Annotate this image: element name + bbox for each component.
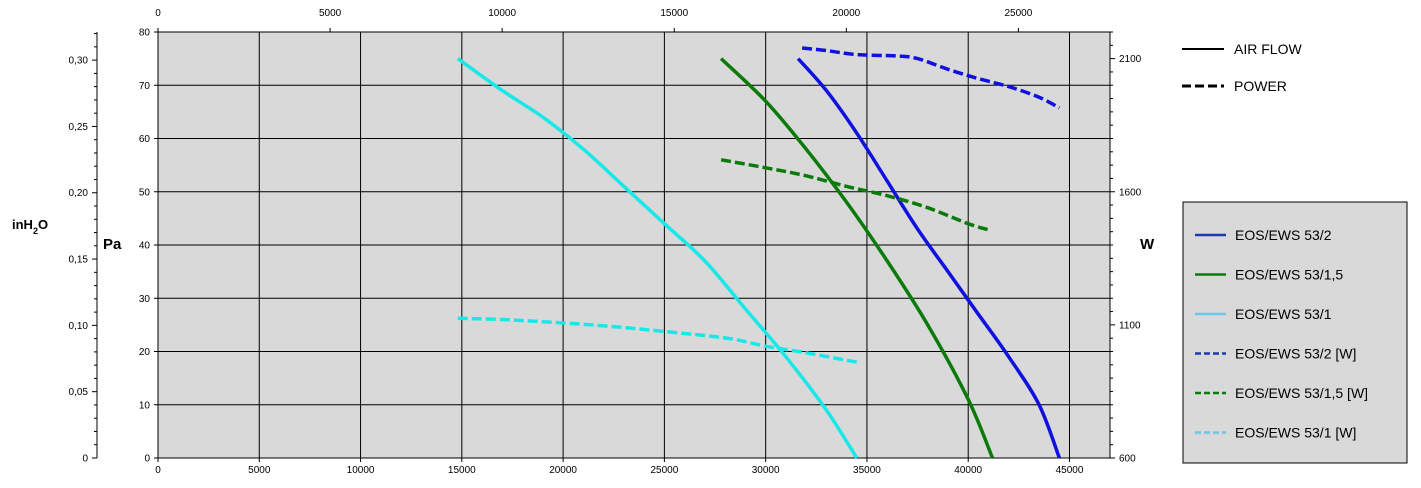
series-legend-label: EOS/EWS 53/2 [1235, 227, 1332, 243]
series-line-2 [719, 57, 995, 459]
x-bottom-tick-label: 10000 [347, 465, 375, 476]
series-legend-label: EOS/EWS 53/1,5 [W] [1235, 385, 1368, 401]
y-pa-tick-label: 80 [139, 28, 151, 39]
x-bottom-tick-label: 35000 [853, 465, 881, 476]
series-line-5 [720, 158, 992, 233]
y-axis-pa-label: Pa [103, 236, 122, 253]
y-inh2o-tick-label: 0 [82, 454, 88, 465]
plot-area [157, 31, 1111, 459]
style-legend: AIR FLOW POWER [1182, 41, 1302, 94]
y-w-tick-label: 1600 [1119, 187, 1142, 198]
y-pa-tick-label: 70 [139, 81, 151, 92]
y-inh2o-tick-label: 0,30 [69, 56, 89, 67]
series-line-4 [801, 46, 1061, 110]
x-top-tick-label: 25000 [1005, 8, 1033, 19]
y-axis-inh2o-label: inH2O [12, 217, 48, 236]
series-line-3 [456, 57, 859, 459]
x-bottom-tick-label: 25000 [650, 465, 678, 476]
x-bottom-tick-label: 20000 [549, 465, 577, 476]
y-w-tick-label: 2100 [1119, 54, 1142, 65]
y-pa-tick-label: 60 [139, 134, 151, 145]
x-bottom-tick-label: 0 [155, 465, 161, 476]
x-bottom-tick-label: 15000 [448, 465, 476, 476]
y-pa-tick-label: 30 [139, 294, 151, 305]
y-axis-w-label: W [1140, 236, 1155, 253]
x-bottom-tick-label: 5000 [248, 465, 271, 476]
axes: 0 5000 10000 15000 20000 25000 30000 35000 40000… [69, 8, 1142, 476]
x-top-tick-label: 20000 [832, 8, 860, 19]
y-inh2o-tick-label: 0,15 [69, 255, 89, 266]
style-legend-label: AIR FLOW [1234, 41, 1302, 57]
x-bottom-tick-label: 40000 [954, 465, 982, 476]
x-top-tick-label: 15000 [660, 8, 688, 19]
series-line-1 [796, 57, 1062, 459]
style-legend-label: POWER [1234, 78, 1287, 94]
x-top-tick-label: 0 [155, 8, 161, 19]
x-top-tick-label: 5000 [319, 8, 342, 19]
y-w-tick-label: 1100 [1119, 320, 1141, 331]
y-inh2o-tick-label: 0,05 [69, 387, 89, 398]
series-line-6 [457, 316, 858, 364]
series-legend-label: EOS/EWS 53/1 [1235, 306, 1332, 322]
y-pa-tick-label: 40 [139, 241, 151, 252]
series-legend-box [1182, 201, 1408, 464]
y-pa-tick-label: 0 [144, 454, 150, 465]
x-top-tick-label: 10000 [488, 8, 516, 19]
series-legend-label: EOS/EWS 53/1,5 [1235, 267, 1343, 283]
y-pa-tick-label: 20 [139, 347, 151, 358]
series-legend-label: EOS/EWS 53/2 [W] [1235, 346, 1356, 362]
grid-lines [158, 32, 1110, 458]
series-layer [456, 46, 1062, 459]
x-bottom-tick-label: 45000 [1056, 465, 1084, 476]
y-pa-tick-label: 50 [139, 187, 151, 198]
y-w-tick-label: 600 [1119, 454, 1136, 465]
y-pa-tick-label: 10 [139, 400, 151, 411]
y-inh2o-tick-label: 0,20 [69, 188, 89, 199]
y-inh2o-tick-label: 0,25 [69, 122, 89, 133]
y-inh2o-tick-label: 0,10 [69, 321, 89, 332]
x-bottom-tick-label: 30000 [752, 465, 780, 476]
series-legend: EOS/EWS 53/2 EOS/EWS 53/1,5 EOS/EWS 53/1 EO… [1182, 201, 1408, 464]
series-legend-label: EOS/EWS 53/1 [W] [1235, 425, 1356, 441]
